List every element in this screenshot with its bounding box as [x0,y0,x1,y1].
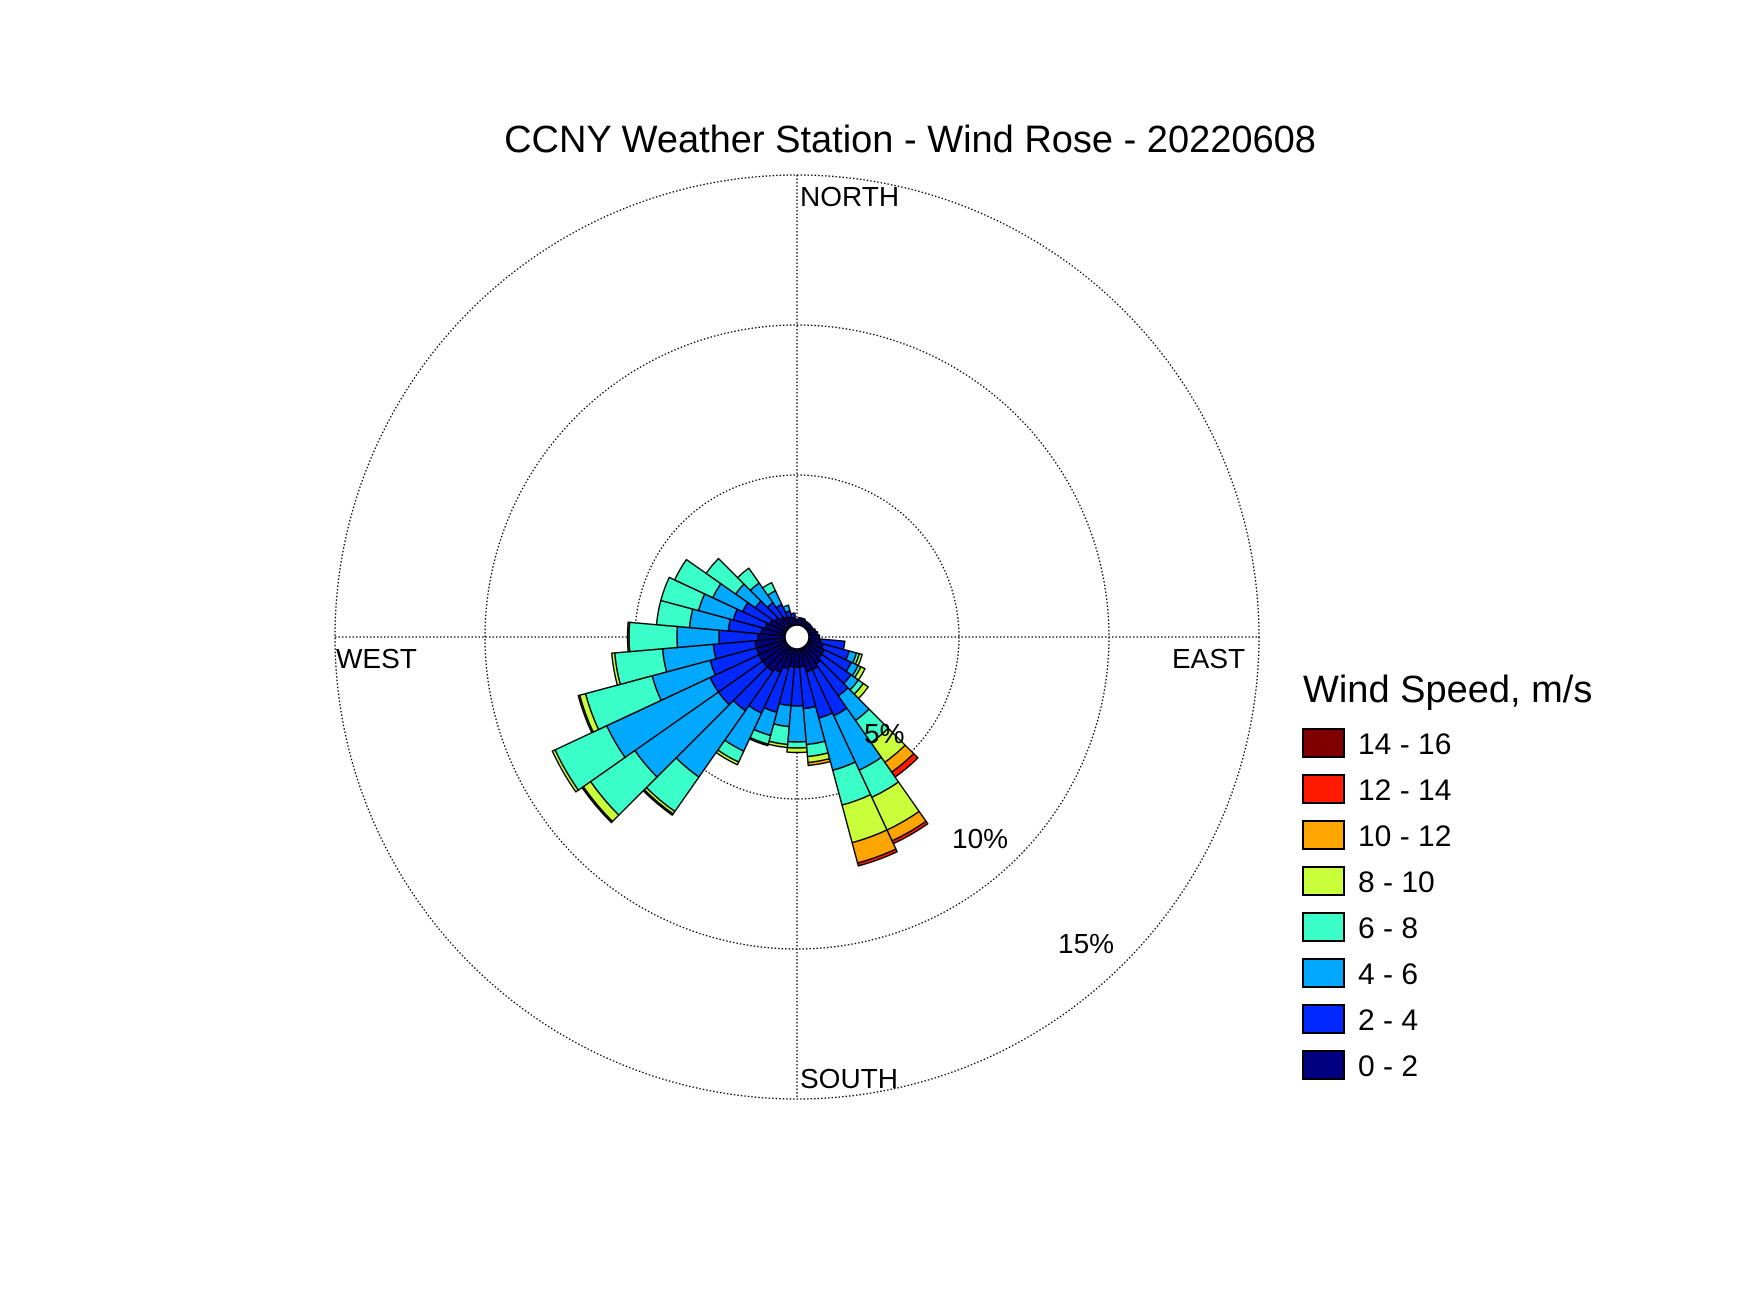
sector-180-bin-3 [786,740,808,749]
legend-item: 14 - 16 [1302,728,1451,761]
label-north: NORTH [800,181,899,212]
sector-230 [581,643,790,824]
sector-300 [673,558,788,633]
ring-label-15: 15% [1058,928,1114,959]
chart-title: CCNY Weather Station - Wind Rose - 20220… [504,119,1316,161]
label-south: SOUTH [800,1063,898,1094]
legend-item: 0 - 2 [1302,1050,1418,1083]
sector-290 [660,576,787,635]
legend-item: 2 - 4 [1302,1004,1418,1037]
legend-item: 10 - 12 [1302,820,1451,853]
sector-270-bin-4 [626,621,631,653]
legend-label: 10 - 12 [1358,820,1451,853]
sector-260-bin-4 [611,652,621,686]
legend-items: 14 - 16 12 - 14 10 - 12 8 - 10 6 - 8 4 - 6 2 -… [1302,728,1451,1083]
legend-label: 2 - 4 [1358,1004,1418,1037]
legend-label: 12 - 14 [1358,774,1451,807]
center-circle [784,624,810,650]
center-hub [784,624,810,650]
sector-200 [748,647,795,747]
legend-label: 0 - 2 [1358,1050,1418,1083]
sector-170-bin-5 [807,758,832,767]
sector-240 [551,641,788,793]
sector-330-bin-3 [761,581,777,596]
legend-swatch [1302,912,1345,942]
sector-290-bin-3 [660,576,706,612]
sector-240-bin-4 [551,749,579,793]
grid-ring-15 [334,174,1260,1100]
label-east: EAST [1172,643,1245,674]
sector-140 [803,644,919,778]
sector-220 [642,644,791,816]
sector-320-bin-3 [736,567,760,592]
label-west: WEST [336,643,417,674]
legend-label: 8 - 10 [1358,866,1435,899]
sector-180-bin-4 [786,746,808,754]
sector-160-bin-6 [856,848,898,867]
legend-label: 4 - 6 [1358,958,1418,991]
legend-swatch [1302,1004,1345,1034]
legend-swatch [1302,728,1345,758]
ring-label-5: 5% [864,718,904,749]
legend-item: 4 - 6 [1302,958,1418,991]
sector-170 [797,647,832,767]
sector-270-bin-3 [628,621,679,653]
sector-310-bin-3 [705,557,745,595]
legend-swatch [1302,1050,1345,1080]
ring-label-10: 10% [952,823,1008,854]
sector-340-bin-2 [782,604,791,614]
legend-item: 8 - 10 [1302,866,1435,899]
wind-sectors [551,557,929,867]
legend-swatch [1302,958,1345,988]
legend-item: 12 - 14 [1302,774,1451,807]
legend-label: 6 - 8 [1358,912,1418,945]
legend-swatch [1302,820,1345,850]
legend-title: Wind Speed, m/s [1303,669,1592,711]
legend: Wind Speed, m/s 14 - 16 12 - 14 10 - 12 8 -… [1302,669,1592,1083]
sector-160 [799,647,898,867]
sector-300-bin-3 [673,558,722,599]
legend-swatch [1302,866,1345,896]
legend-item: 6 - 8 [1302,912,1418,945]
sector-250-bin-5 [577,694,594,734]
sector-340 [782,604,795,627]
sector-120 [806,641,866,681]
legend-label: 14 - 16 [1358,728,1451,761]
legend-swatch [1302,774,1345,804]
sector-350-bin-1 [790,612,796,619]
